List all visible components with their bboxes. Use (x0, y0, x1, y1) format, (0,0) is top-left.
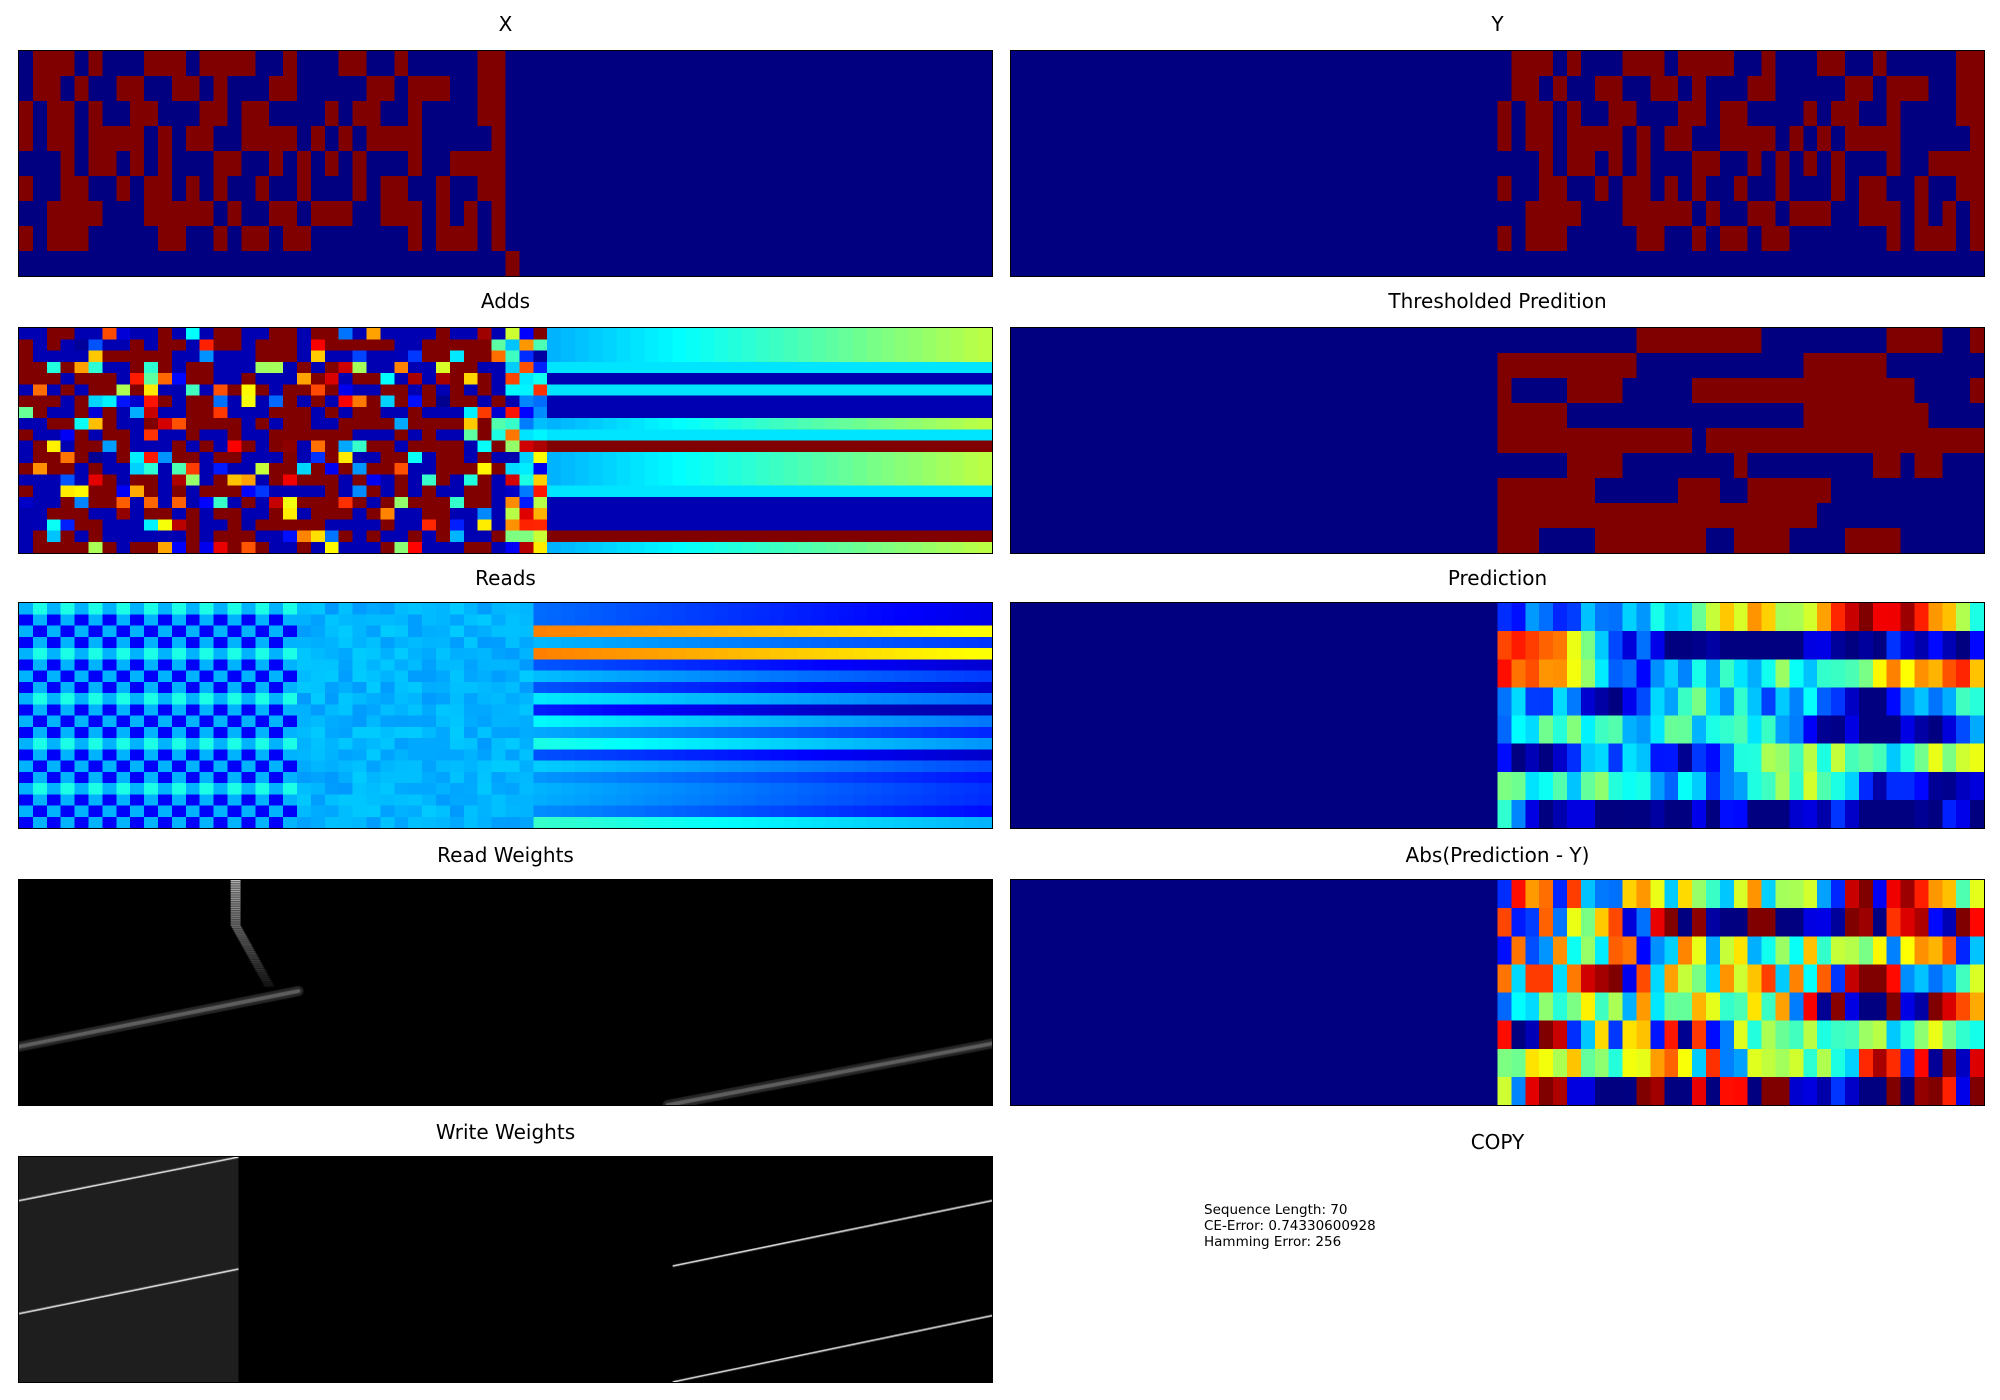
read-weights-heatmap (18, 879, 993, 1106)
hamming-error-text: Hamming Error: 256 (1204, 1234, 1342, 1250)
copy-title: COPY (1470, 1130, 1525, 1154)
write-weights-heatmap (18, 1156, 993, 1383)
y-title: Y (1491, 12, 1504, 36)
x-heatmap (18, 50, 993, 277)
adds-heatmap (18, 327, 993, 554)
thresholded-title: Thresholded Predition (1388, 289, 1607, 313)
prediction-heatmap-canvas (1011, 603, 1984, 828)
abs-error-heatmap-canvas (1011, 880, 1984, 1105)
adds-title: Adds (480, 289, 531, 313)
read-weights-title: Read Weights (437, 843, 574, 867)
ce-error-text: CE-Error: 0.74330600928 (1204, 1218, 1376, 1234)
write-weights-canvas (19, 1157, 992, 1382)
adds-heatmap-canvas (19, 328, 992, 553)
read-weights-canvas (19, 880, 992, 1105)
thresholded-heatmap (1010, 327, 1985, 554)
sequence-length-text: Sequence Length: 70 (1204, 1202, 1348, 1218)
stats-block: Sequence Length: 70 CE-Error: 0.74330600… (1204, 1202, 1376, 1250)
x-heatmap-canvas (19, 51, 992, 276)
abs-error-title: Abs(Prediction - Y) (1405, 843, 1590, 867)
write-weights-title: Write Weights (435, 1120, 576, 1144)
y-heatmap (1010, 50, 1985, 277)
thresholded-heatmap-canvas (1011, 328, 1984, 553)
x-title: X (498, 12, 513, 36)
reads-heatmap-canvas (19, 603, 992, 828)
y-heatmap-canvas (1011, 51, 1984, 276)
abs-error-heatmap (1010, 879, 1985, 1106)
reads-heatmap (18, 602, 993, 829)
prediction-title: Prediction (1447, 566, 1548, 590)
prediction-heatmap (1010, 602, 1985, 829)
reads-title: Reads (475, 566, 536, 590)
